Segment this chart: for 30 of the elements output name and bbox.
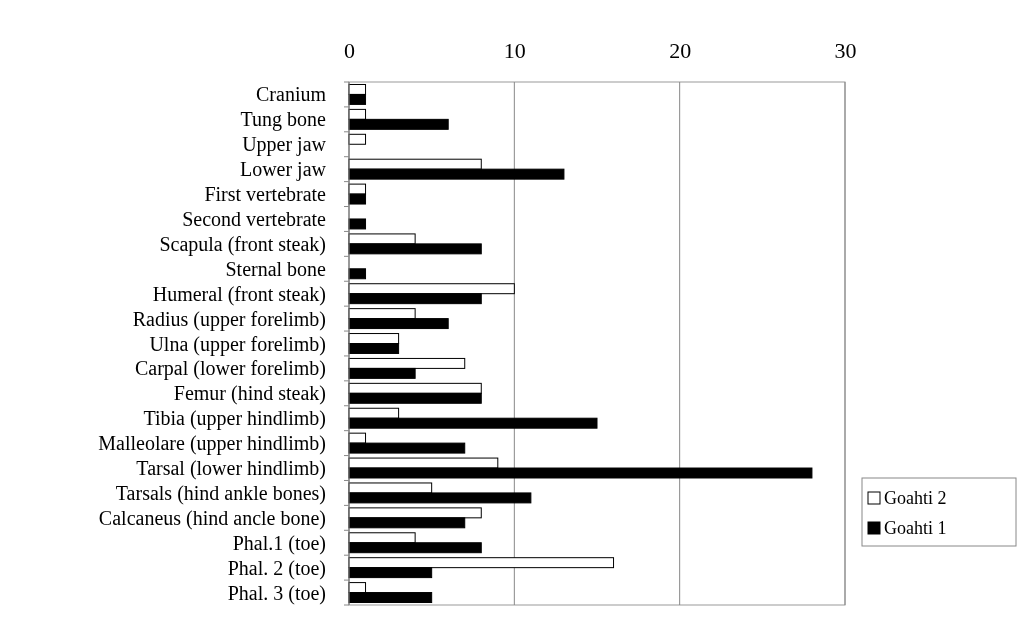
y-tick-label: Cranium (256, 83, 327, 106)
y-tick-label: Sternal bone (225, 257, 327, 280)
bar (348, 218, 367, 230)
legend-label: Goahti 2 (884, 488, 947, 509)
y-tick-label: Malleolare (upper hindlimb) (98, 432, 326, 456)
y-tick-label: Carpal (lower forelimb) (134, 357, 326, 381)
y-tick-label: Phal. 2 (toe) (227, 556, 326, 580)
x-tick-label: 30 (834, 38, 857, 63)
y-tick-label: First vertebrate (204, 183, 327, 206)
x-tick-label: 0 (344, 38, 355, 63)
y-tick-label: Ulna (upper forelimb) (149, 332, 326, 356)
y-tick-label: Lower jaw (239, 158, 327, 182)
y-tick-label: Tarsals (hind ankle bones) (115, 481, 326, 505)
y-tick-label: Radius (upper forelimb) (132, 307, 326, 331)
y-tick-label: Humeral (front steak) (152, 282, 326, 306)
y-tick-label: Tibia (upper hindlimb) (143, 407, 326, 431)
bar (348, 133, 367, 145)
legend-label: Goahti 1 (884, 518, 947, 539)
y-tick-label: Phal.1 (toe) (232, 531, 326, 555)
y-tick-label: Second vertebrate (182, 207, 327, 230)
y-tick-label: Tarsal (lower hindlimb) (136, 457, 326, 481)
y-tick-label: Upper jaw (242, 133, 327, 157)
y-tick-label: Phal. 3 (toe) (227, 581, 326, 605)
x-tick-label: 20 (669, 38, 692, 63)
y-tick-label: Femur (hind steak) (173, 382, 326, 406)
y-tick-label: Scapula (front steak) (159, 232, 326, 256)
y-tick-label: Tung bone (240, 108, 327, 132)
bar (348, 268, 367, 280)
y-tick-label: Calcaneus (hind ancle bone) (98, 506, 326, 530)
x-tick-label: 10 (503, 38, 526, 63)
